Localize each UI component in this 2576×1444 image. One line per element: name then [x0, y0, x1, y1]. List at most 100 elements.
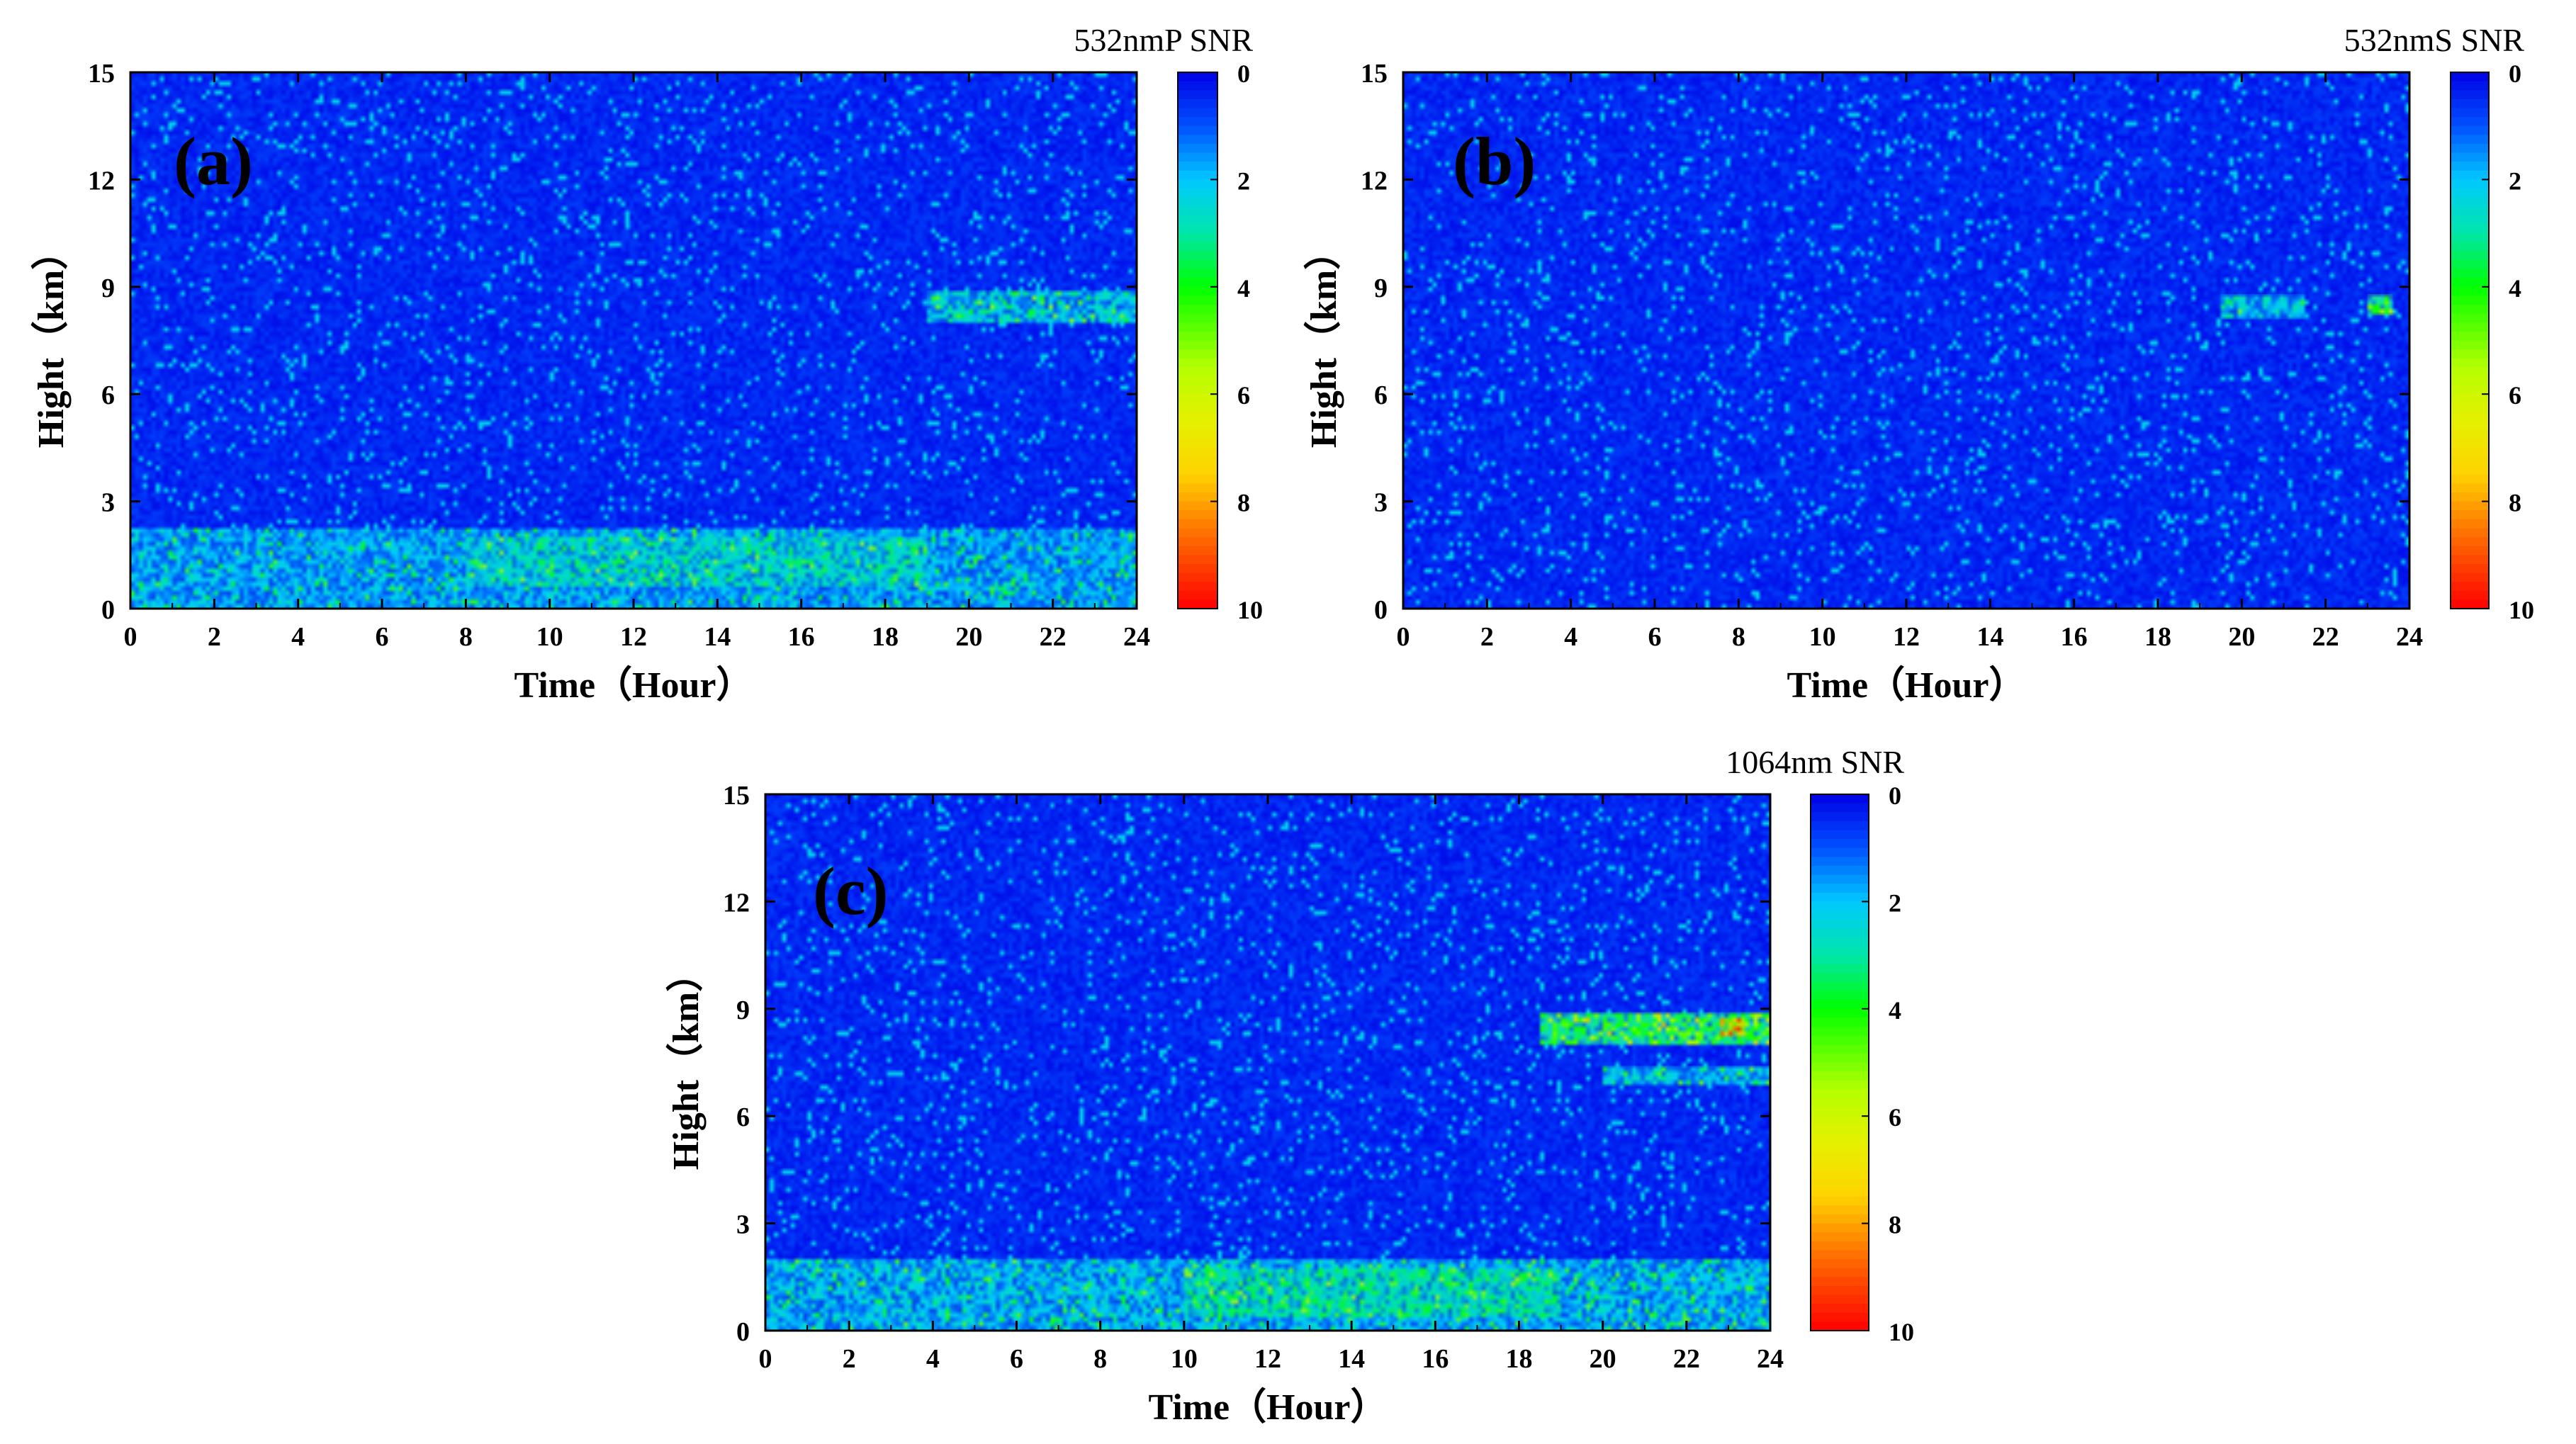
colorbar-segment — [1811, 1062, 1869, 1073]
y-tick-label: 15 — [1361, 59, 1388, 89]
colorbar-segment — [2451, 233, 2489, 243]
colorbar-segment — [2451, 98, 2489, 109]
heatmap-feature-2 — [466, 537, 928, 587]
colorbar: 0 2 4 6 8 10 1064nm SNR — [1726, 744, 1914, 1346]
x-tick-label: 22 — [2312, 622, 2339, 652]
colorbar-segment — [2451, 519, 2489, 529]
colorbar-frame — [1177, 72, 1218, 609]
heatmap-image — [1403, 72, 2409, 609]
colorbar-segment — [2451, 483, 2489, 493]
x-tick-label: 24 — [1757, 1344, 1784, 1374]
colorbar-segment — [1811, 1017, 1869, 1028]
colorbar-segment — [1811, 1312, 1869, 1323]
colorbar-segment — [1178, 206, 1217, 216]
x-tick-label: 12 — [620, 622, 647, 652]
colorbar-segment — [2451, 474, 2489, 485]
colorbar-segment — [1811, 1044, 1869, 1054]
y-axis-title: Hight（km） — [1303, 233, 1344, 448]
colorbar-segment — [1811, 1124, 1869, 1135]
colorbar-segment — [1178, 90, 1217, 100]
colorbar-segment — [1178, 599, 1217, 609]
y-tick-label: 0 — [736, 1317, 750, 1347]
colorbar-segment — [1811, 1134, 1869, 1144]
colorbar-tick-label: 10 — [1237, 596, 1263, 624]
x-axis-title: Time（Hour） — [514, 665, 753, 706]
colorbar-segment — [1811, 1205, 1869, 1215]
colorbar-segment — [1178, 466, 1217, 475]
x-tick-label: 10 — [1809, 622, 1836, 652]
colorbar-title: 532nmP SNR — [1074, 22, 1253, 58]
colorbar-segment — [2451, 412, 2489, 422]
y-tick-label: 15 — [723, 781, 750, 811]
colorbar-segment — [2451, 108, 2489, 118]
colorbar-segment — [2451, 456, 2489, 467]
colorbar-segment — [1811, 803, 1869, 813]
colorbar-segment — [1811, 1321, 1869, 1331]
colorbar-segment — [2451, 295, 2489, 306]
colorbar-segment — [2451, 179, 2489, 190]
colorbar-segment — [1178, 331, 1217, 342]
x-tick-label: 4 — [1564, 622, 1577, 652]
colorbar-segment — [1178, 143, 1217, 154]
colorbar-segment — [1178, 402, 1217, 413]
colorbar-segment — [2451, 528, 2489, 538]
colorbar-title: 1064nm SNR — [1726, 744, 1904, 780]
colorbar-segment — [1811, 812, 1869, 822]
colorbar-segment — [2451, 546, 2489, 556]
colorbar-segment — [1811, 830, 1869, 840]
colorbar-segment — [1178, 349, 1217, 359]
x-tick-label: 14 — [1338, 1344, 1365, 1374]
colorbar-segment — [2451, 466, 2489, 475]
x-tick-label: 20 — [1590, 1344, 1616, 1374]
colorbar-segment — [2451, 331, 2489, 342]
colorbar-tick-label: 10 — [2509, 596, 2534, 624]
x-tick-label: 22 — [1040, 622, 1067, 652]
colorbar-segment — [1178, 259, 1217, 270]
colorbar-title: 532nmS SNR — [2344, 22, 2525, 58]
colorbar-segment — [2451, 322, 2489, 332]
colorbar-segment — [1178, 313, 1217, 324]
x-tick-label: 14 — [1976, 622, 2003, 652]
y-tick-label: 12 — [88, 166, 115, 196]
colorbar-segment — [1178, 412, 1217, 422]
colorbar-segment — [1178, 224, 1217, 235]
y-tick-label: 0 — [101, 595, 115, 625]
colorbar-segment — [2451, 599, 2489, 609]
colorbar-segment — [1811, 1151, 1869, 1162]
colorbar-segment — [2451, 125, 2489, 136]
colorbar-tick-label: 6 — [1237, 381, 1250, 410]
colorbar-segment — [1811, 973, 1869, 983]
colorbar-segment — [2451, 278, 2489, 288]
colorbar-segment — [2451, 90, 2489, 100]
colorbar-segment — [2451, 242, 2489, 252]
colorbar-segment — [1178, 510, 1217, 520]
colorbar-segment — [2451, 286, 2489, 297]
y-tick-label: 6 — [736, 1102, 750, 1132]
colorbar-segment — [1178, 367, 1217, 377]
colorbar-segment — [1178, 492, 1217, 502]
x-tick-label: 20 — [2228, 622, 2255, 652]
colorbar-segment — [2451, 492, 2489, 502]
colorbar-segment — [2451, 188, 2489, 198]
chart-panel-1: 0 2 4 6 8 10 12 14 16 18 20 22 2403691215Time（Hour）H… — [30, 22, 1263, 706]
colorbar-segment — [1178, 590, 1217, 601]
colorbar-segment — [1811, 1178, 1869, 1189]
x-tick-label: 14 — [704, 622, 731, 652]
colorbar-segment — [1178, 358, 1217, 368]
heatmap-image — [765, 794, 1770, 1331]
colorbar-tick-label: 0 — [2509, 60, 2521, 88]
colorbar-segment — [1178, 447, 1217, 458]
y-tick-label: 3 — [101, 488, 115, 518]
colorbar-segment — [2451, 269, 2489, 279]
colorbar-segment — [1811, 820, 1869, 831]
x-tick-label: 2 — [208, 622, 221, 652]
heatmap-feature-1 — [130, 529, 1137, 609]
x-tick-label: 18 — [1506, 1344, 1533, 1374]
colorbar-segment — [2451, 72, 2489, 82]
colorbar-segment — [2451, 510, 2489, 520]
heatmap-feature-3 — [927, 290, 1137, 323]
colorbar-tick-label: 6 — [1889, 1103, 1901, 1132]
y-tick-label: 6 — [1374, 380, 1388, 410]
colorbar-segment — [1178, 170, 1217, 181]
y-tick-label: 12 — [723, 888, 750, 918]
